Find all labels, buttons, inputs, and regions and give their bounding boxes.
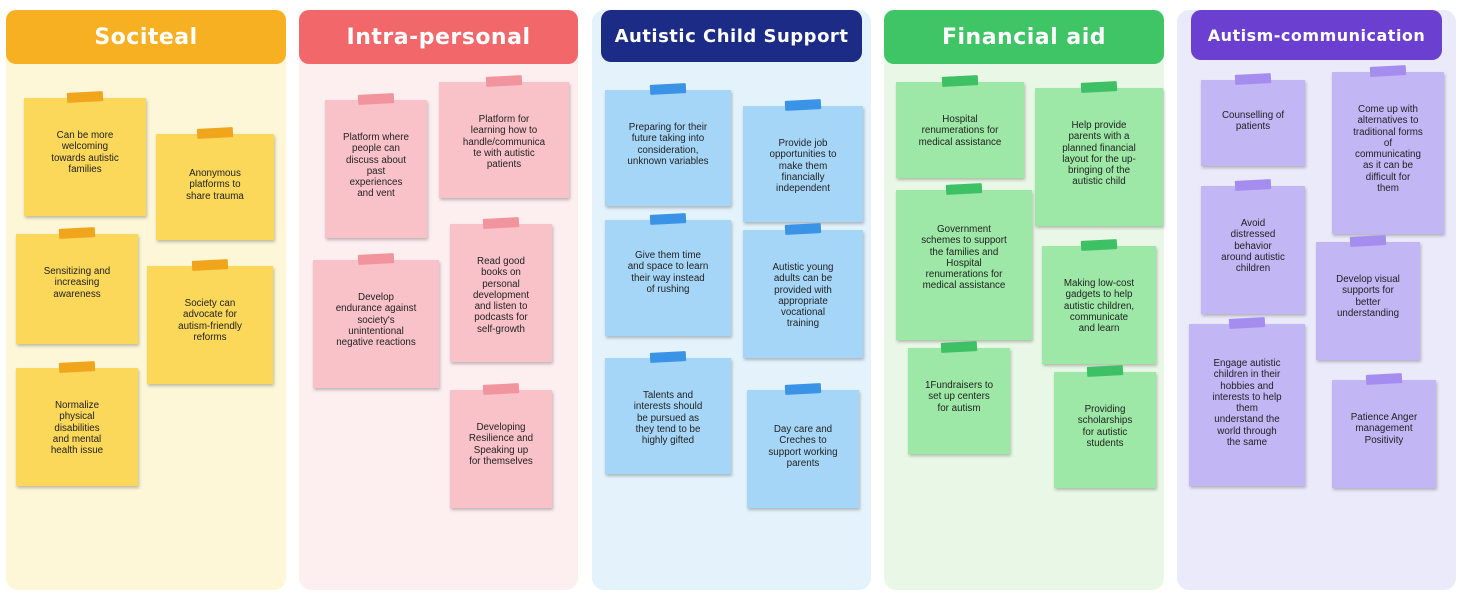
column-societal: Sociteal Can be more welcoming towards a… [6, 10, 286, 590]
note-text: Making low-cost gadgets to help autistic… [1063, 278, 1135, 335]
note-text: Platform where people can discuss about … [343, 132, 409, 200]
note-text: Talents and interests should be pursued … [633, 390, 703, 447]
sticky-note[interactable]: Developing Resilience and Speaking up fo… [450, 383, 552, 508]
sticky-note[interactable]: Hospital renumerations for medical assis… [896, 75, 1024, 178]
column-header-intrapersonal: Intra-personal [299, 10, 578, 64]
column-title: Intra-personal [346, 24, 531, 50]
note-text: Avoid distressed behavior around autisti… [1221, 218, 1285, 275]
sticky-note[interactable]: 1Fundraisers to set up centers for autis… [908, 341, 1010, 454]
sticky-note[interactable]: Preparing for their future taking into c… [605, 83, 731, 206]
note-text: Society can advocate for autism-friendly… [178, 298, 242, 343]
sticky-note[interactable]: Provide job opportunities to make them f… [743, 99, 863, 222]
tape-strip [1234, 73, 1272, 85]
note-text: Provide job opportunities to make them f… [769, 138, 837, 195]
column-header-financial: Financial aid [884, 10, 1164, 64]
tape-strip [485, 75, 523, 87]
column-header-childsupport: Autistic Child Support [601, 10, 862, 62]
note-text: Come up with alternatives to traditional… [1353, 104, 1423, 194]
sticky-note[interactable]: Read good books on personal development … [450, 217, 552, 362]
tape-strip [945, 183, 983, 195]
sticky-note[interactable]: Patience Anger management Positivity [1332, 373, 1436, 488]
sticky-note[interactable]: Sensitizing and increasing awareness [16, 227, 138, 344]
tape-strip [649, 83, 687, 95]
column-title: Autism-communication [1207, 25, 1426, 45]
tape-strip [1086, 365, 1124, 377]
note-text: Engage autistic children in their hobbie… [1212, 358, 1282, 448]
tape-strip [940, 341, 978, 353]
note-text: Develop visual supports for better under… [1336, 274, 1400, 319]
note-text: Platform for learning how to handle/comm… [462, 114, 546, 171]
column-childsupport: Autistic Child Support Preparing for the… [592, 10, 871, 590]
sticky-note[interactable]: Avoid distressed behavior around autisti… [1201, 179, 1305, 314]
tape-strip [1365, 373, 1403, 385]
tape-strip [66, 91, 104, 103]
sticky-note[interactable]: Give them time and space to learn their … [605, 213, 731, 336]
sticky-note[interactable]: Normalize physical disabilities and ment… [16, 361, 138, 486]
note-text: Autistic young adults can be provided wi… [772, 262, 834, 330]
tape-strip [784, 383, 822, 395]
tape-strip [649, 351, 687, 363]
note-text: Government schemes to support the famili… [921, 224, 1007, 292]
tape-strip [1080, 239, 1118, 251]
note-text: Hospital renumerations for medical assis… [918, 114, 1002, 148]
note-text: Help provide parents with a planned fina… [1062, 120, 1136, 188]
column-header-communication: Autism-communication [1191, 10, 1442, 60]
note-text: Give them time and space to learn their … [627, 250, 709, 295]
sticky-note[interactable]: Talents and interests should be pursued … [605, 351, 731, 474]
note-text: Develop endurance against society's unin… [335, 292, 417, 349]
note-text: Anonymous platforms to share trauma [186, 168, 244, 202]
note-text: Day care and Creches to support working … [768, 424, 838, 469]
tape-strip [357, 93, 395, 105]
tape-strip [482, 217, 520, 229]
note-text: 1Fundraisers to set up centers for autis… [924, 380, 994, 414]
sticky-note[interactable]: Help provide parents with a planned fina… [1035, 81, 1163, 226]
note-text: Counselling of patients [1221, 110, 1285, 133]
sticky-note[interactable]: Come up with alternatives to traditional… [1332, 65, 1444, 234]
tape-strip [649, 213, 687, 225]
sticky-note[interactable]: Develop visual supports for better under… [1316, 235, 1420, 360]
tape-strip [58, 361, 96, 373]
sticky-note[interactable]: Platform where people can discuss about … [325, 93, 427, 238]
sticky-note[interactable]: Providing scholarships for autistic stud… [1054, 365, 1156, 488]
sticky-note[interactable]: Making low-cost gadgets to help autistic… [1042, 239, 1156, 364]
column-header-societal: Sociteal [6, 10, 286, 64]
column-title: Autistic Child Support [614, 25, 849, 47]
note-text: Providing scholarships for autistic stud… [1077, 404, 1133, 449]
column-intrapersonal: Intra-personal Platform where people can… [299, 10, 578, 590]
tape-strip [941, 75, 979, 87]
sticky-note[interactable]: Develop endurance against society's unin… [313, 253, 439, 388]
note-text: Developing Resilience and Speaking up fo… [468, 422, 534, 467]
column-communication: Autism-communication Counselling of pati… [1177, 10, 1456, 590]
column-title: Sociteal [94, 24, 198, 50]
tape-strip [196, 127, 234, 139]
sticky-note[interactable]: Day care and Creches to support working … [747, 383, 859, 508]
note-text: Sensitizing and increasing awareness [43, 266, 111, 300]
tape-strip [1228, 317, 1266, 329]
note-text: Patience Anger management Positivity [1350, 412, 1418, 446]
tape-strip [1080, 81, 1118, 93]
note-text: Read good books on personal development … [472, 256, 530, 335]
sticky-note[interactable]: Autistic young adults can be provided wi… [743, 223, 863, 358]
sticky-note[interactable]: Can be more welcoming towards autistic f… [24, 91, 146, 216]
note-text: Can be more welcoming towards autistic f… [51, 130, 119, 175]
column-title: Financial aid [941, 24, 1106, 50]
sticky-note[interactable]: Society can advocate for autism-friendly… [147, 259, 273, 384]
tape-strip [784, 99, 822, 111]
sticky-note[interactable]: Counselling of patients [1201, 73, 1305, 166]
sticky-note[interactable]: Anonymous platforms to share trauma [156, 127, 274, 240]
note-text: Preparing for their future taking into c… [627, 122, 709, 167]
tape-strip [784, 223, 822, 235]
tape-strip [191, 259, 229, 271]
tape-strip [1349, 235, 1387, 247]
column-financial: Financial aid Hospital renumerations for… [884, 10, 1164, 590]
note-text: Normalize physical disabilities and ment… [50, 400, 104, 457]
tape-strip [58, 227, 96, 239]
sticky-note[interactable]: Platform for learning how to handle/comm… [439, 75, 569, 198]
tape-strip [1369, 65, 1407, 77]
sticky-note[interactable]: Government schemes to support the famili… [896, 183, 1032, 340]
tape-strip [357, 253, 395, 265]
sticky-note[interactable]: Engage autistic children in their hobbie… [1189, 317, 1305, 486]
tape-strip [1234, 179, 1272, 191]
tape-strip [482, 383, 520, 395]
